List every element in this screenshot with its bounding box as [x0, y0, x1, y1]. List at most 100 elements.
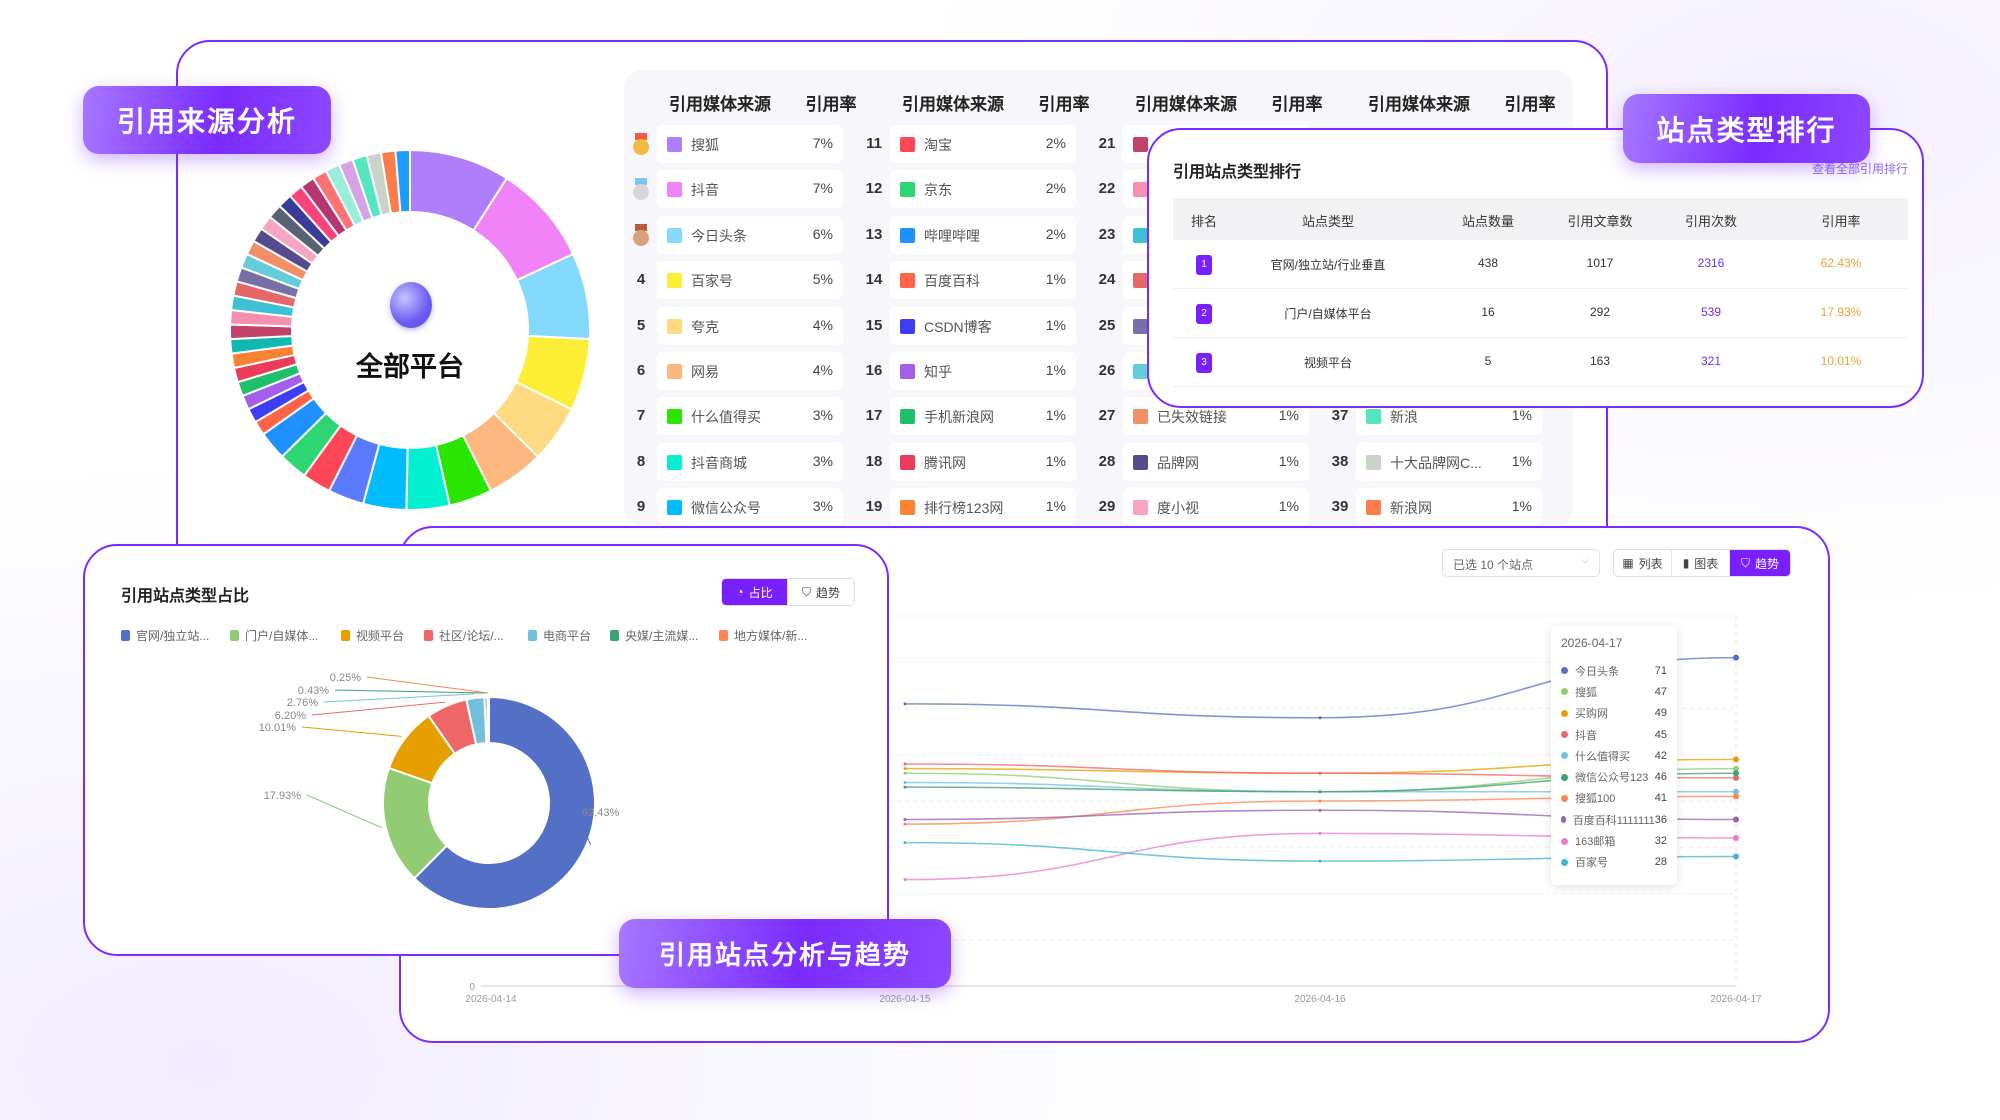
site-type-row[interactable]: 2 门户/自媒体平台 16 292 539 17.93% — [1173, 289, 1908, 338]
media-name: 抖音商城 — [691, 454, 747, 471]
tooltip-series-name: 163邮箱 — [1575, 836, 1616, 849]
trend-button[interactable]: ⛉ 趋势 — [801, 584, 841, 600]
data-point[interactable] — [1318, 799, 1322, 803]
legend-label: 央媒/主流媒... — [625, 629, 699, 643]
rank-number: 16 — [865, 362, 883, 379]
media-source-row[interactable]: 抖音商城 3% — [657, 442, 843, 481]
data-point[interactable] — [1733, 654, 1739, 661]
data-point[interactable] — [1318, 859, 1322, 863]
pie-slice[interactable] — [486, 695, 490, 745]
data-point[interactable] — [1733, 853, 1739, 860]
tooltip-series-value: 46 — [1654, 771, 1667, 784]
media-source-row[interactable]: 哔哩哔哩 2% — [890, 215, 1076, 254]
media-source-row[interactable]: 新浪网 1% — [1356, 488, 1542, 526]
column-header: 站点类型 — [1301, 214, 1355, 229]
media-source-row[interactable]: 十大品牌网C... 1% — [1356, 442, 1542, 481]
media-source-row[interactable]: 百家号 5% — [657, 261, 843, 300]
media-rate: 1% — [1511, 452, 1532, 469]
rank-number: 18 — [865, 452, 883, 470]
data-point[interactable] — [903, 771, 907, 775]
view-all-link[interactable]: 查看全部引用排行 — [1811, 162, 1908, 176]
data-point[interactable] — [1318, 808, 1322, 812]
data-point[interactable] — [1733, 756, 1739, 763]
tooltip-series-name: 今日头条 — [1575, 665, 1619, 678]
data-point[interactable] — [1318, 831, 1322, 835]
data-point[interactable] — [1733, 765, 1739, 772]
media-source-row[interactable]: 排行榜123网 1% — [890, 488, 1076, 526]
data-point[interactable] — [1733, 770, 1739, 777]
media-source-row[interactable]: 搜狐 7% — [657, 125, 843, 163]
legend-item[interactable]: 地方媒体/新... — [719, 627, 807, 644]
series-dot-icon — [1561, 688, 1568, 696]
legend-item[interactable]: 门户/自媒体... — [230, 627, 318, 644]
color-swatch — [900, 227, 915, 243]
legend-item[interactable]: 央媒/主流媒... — [610, 627, 698, 644]
column-header: 引用次数 — [1684, 214, 1738, 229]
color-swatch — [900, 500, 915, 516]
media-source-row[interactable]: 知乎 1% — [890, 352, 1076, 390]
media-source-row[interactable]: 京东 2% — [890, 170, 1076, 209]
data-point[interactable] — [1733, 816, 1739, 823]
legend-swatch — [424, 630, 433, 641]
data-point[interactable] — [1318, 790, 1322, 794]
data-point[interactable] — [903, 841, 907, 845]
legend-swatch — [341, 630, 350, 641]
column-header: 排名 — [1190, 214, 1218, 229]
media-source-row[interactable]: 度小视 1% — [1123, 488, 1309, 526]
site-citations: 2316 — [1697, 256, 1725, 270]
data-point[interactable] — [1733, 835, 1739, 841]
share-button[interactable]: ◔ 占比 — [722, 579, 788, 605]
site-type-card-title: 引用站点类型排行 — [1173, 164, 1302, 181]
legend-item[interactable]: 官网/独立站... — [121, 627, 209, 644]
data-point[interactable] — [903, 767, 907, 771]
data-point[interactable] — [1318, 716, 1322, 720]
legend-item[interactable]: 视频平台 — [341, 627, 404, 644]
media-rate: 1% — [1511, 407, 1532, 424]
view-list-button[interactable]: ▦ 列表 — [1614, 550, 1672, 576]
data-point[interactable] — [903, 822, 907, 826]
media-source-row[interactable]: CSDN博客 1% — [890, 306, 1076, 345]
media-rate: 2% — [1045, 225, 1066, 242]
view-trend-button[interactable]: ⛉ 趋势 — [1730, 550, 1790, 576]
data-point[interactable] — [1733, 788, 1739, 795]
media-source-row[interactable]: 百度百科 1% — [890, 261, 1076, 300]
data-point[interactable] — [903, 762, 907, 766]
tooltip-date: 2026-04-17 — [1561, 636, 1623, 650]
media-source-row[interactable]: 品牌网 1% — [1123, 442, 1309, 481]
pie-data-label: 2.76% — [287, 697, 318, 709]
data-point[interactable] — [903, 702, 907, 706]
rank-number: 5 — [636, 316, 646, 334]
rank-badge: 2 — [1196, 304, 1212, 324]
tooltip-row: 买购网 49 — [1561, 703, 1667, 724]
data-point[interactable] — [903, 878, 907, 882]
data-point[interactable] — [1733, 793, 1739, 800]
media-source-row[interactable]: 微信公众号 3% — [657, 488, 843, 526]
site-select-dropdown[interactable]: 已选 10 个站点 ⌵ — [1442, 549, 1600, 577]
data-point[interactable] — [1318, 771, 1322, 775]
site-sites: 438 — [1477, 256, 1499, 270]
media-source-row[interactable]: 淘宝 2% — [890, 125, 1076, 163]
media-rate: 1% — [1278, 498, 1299, 515]
media-source-row[interactable]: 夸克 4% — [657, 306, 843, 345]
media-source-row[interactable]: 抖音 7% — [657, 170, 843, 209]
site-type-row[interactable]: 3 视频平台 5 163 321 10.01% — [1173, 338, 1908, 387]
legend-item[interactable]: 电商平台 — [528, 627, 591, 644]
data-point[interactable] — [903, 781, 907, 784]
legend-item[interactable]: 社区/论坛/... — [424, 627, 504, 644]
media-source-row[interactable]: 今日头条 6% — [657, 215, 843, 254]
media-source-row[interactable]: 什么值得买 3% — [657, 397, 843, 436]
pie-slice[interactable] — [412, 695, 596, 910]
media-source-row[interactable]: 腾讯网 1% — [890, 442, 1076, 481]
donut-slice[interactable] — [394, 148, 411, 214]
data-point[interactable] — [1733, 774, 1739, 781]
media-source-row[interactable]: 网易 4% — [657, 352, 843, 390]
media-source-row[interactable]: 手机新浪网 1% — [890, 397, 1076, 436]
view-chart-button[interactable]: ▮ 图表 — [1672, 550, 1730, 576]
media-rate: 1% — [1045, 498, 1066, 515]
site-type-row[interactable]: 1 官网/独立站/行业垂直 438 1017 2316 62.43% — [1173, 240, 1908, 289]
data-point[interactable] — [903, 818, 907, 821]
column-header: 引用率 — [1821, 214, 1861, 229]
data-point[interactable] — [903, 785, 907, 789]
site-type: 门户/自媒体平台 — [1284, 307, 1372, 321]
tooltip-row: 163邮箱 32 — [1561, 830, 1667, 851]
